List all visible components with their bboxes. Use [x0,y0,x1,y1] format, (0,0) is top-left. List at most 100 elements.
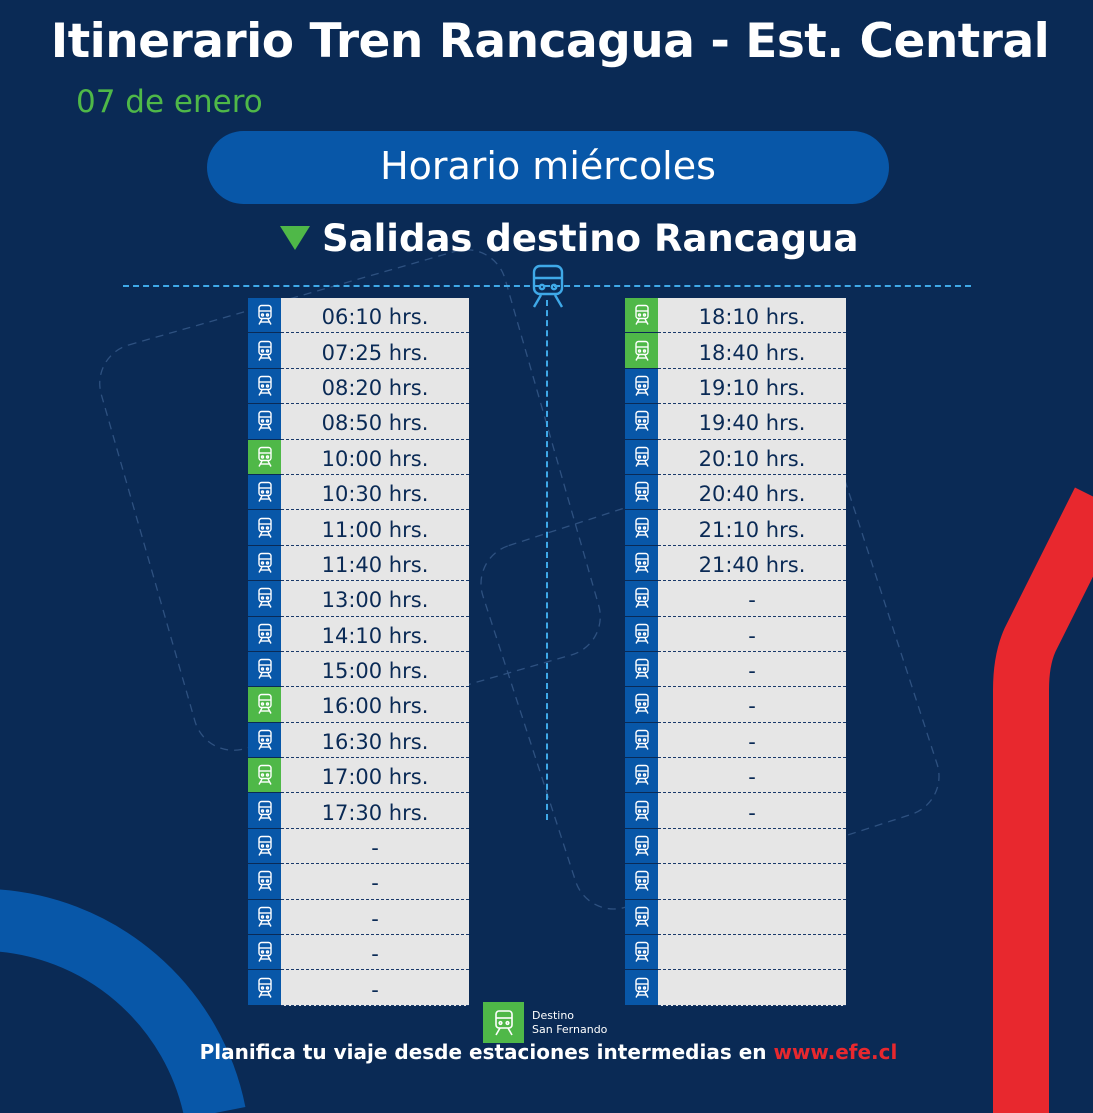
table-row: - [248,899,469,936]
table-row: - [248,828,469,865]
train-icon [625,404,658,440]
table-row: 20:40 hrs. [625,474,846,511]
departure-time: 11:00 hrs. [281,510,469,546]
table-row: 18:40 hrs. [625,333,846,369]
departure-time: 08:50 hrs. [281,404,469,440]
schedule-day-banner: Horario miércoles [207,131,889,204]
table-row: 15:00 hrs. [248,651,469,688]
train-icon [625,899,658,936]
departure-time: 17:00 hrs. [281,758,469,794]
departure-time: - [658,722,846,759]
departure-time: 20:10 hrs. [658,439,846,475]
departure-time: - [281,935,469,971]
departure-time: 15:00 hrs. [281,651,469,688]
train-icon [625,935,658,971]
train-icon [248,722,281,759]
departure-time: - [281,864,469,900]
table-row: - [625,758,846,794]
legend-line-2: San Fernando [532,1022,608,1036]
table-row: 17:00 hrs. [248,758,469,794]
departure-time: 16:30 hrs. [281,722,469,759]
train-icon [248,793,281,829]
departure-time: - [658,687,846,723]
table-row [625,970,846,1006]
table-row [625,864,846,900]
train-icon [248,616,281,652]
train-icon [248,687,281,723]
departure-time: 21:10 hrs. [658,510,846,546]
train-icon [625,581,658,617]
departure-time: 10:00 hrs. [281,439,469,475]
train-icon [625,510,658,546]
train-icon [248,899,281,936]
footer: Planifica tu viaje desde estaciones inte… [0,1040,1093,1064]
table-row: 11:40 hrs. [248,545,469,582]
train-icon [625,368,658,405]
table-row: 19:10 hrs. [625,368,846,405]
table-row: 10:00 hrs. [248,439,469,475]
departure-time: 18:10 hrs. [658,298,846,334]
departure-time: - [281,970,469,1006]
table-row [625,899,846,936]
train-icon [625,722,658,759]
train-icon [248,439,281,475]
departure-time: 10:30 hrs. [281,474,469,511]
table-row: - [248,935,469,971]
table-row: 19:40 hrs. [625,404,846,440]
train-icon [248,758,281,794]
table-row: - [625,793,846,829]
departure-time [658,935,846,971]
legend-text: Destino San Fernando [532,1009,607,1037]
footer-text: Planifica tu viaje desde estaciones inte… [199,1040,774,1064]
train-icon [483,1002,524,1043]
direction-heading: Salidas destino Rancagua [280,215,858,263]
table-row: 06:10 hrs. [248,298,469,334]
departure-time: 07:25 hrs. [281,333,469,369]
table-row: - [625,616,846,652]
table-row: 16:30 hrs. [248,722,469,759]
train-icon [248,581,281,617]
departure-time: 06:10 hrs. [281,298,469,334]
table-row [625,828,846,865]
departure-time: - [658,616,846,652]
legend-line-1: Destino [532,1008,575,1022]
departures-table-left: 06:10 hrs. 07:25 hrs. 08:20 hrs. 08:50 hrs.… [248,298,469,1006]
train-icon [248,368,281,405]
direction-label: Salidas destino Rancagua [322,217,859,260]
table-row: 17:30 hrs. [248,793,469,829]
table-row: 10:30 hrs. [248,474,469,511]
table-row: 20:10 hrs. [625,439,846,475]
train-icon [625,970,658,1006]
train-icon [248,510,281,546]
train-icon [248,828,281,865]
train-icon [625,758,658,794]
departure-time: 18:40 hrs. [658,333,846,369]
departure-time: - [658,651,846,688]
table-row: 11:00 hrs. [248,510,469,546]
departure-time: - [658,793,846,829]
train-icon [248,935,281,971]
train-icon [248,333,281,369]
table-row: - [625,687,846,723]
table-row: - [248,970,469,1006]
train-icon [248,298,281,334]
table-row: - [625,722,846,759]
departure-time: 11:40 hrs. [281,545,469,582]
table-row: 16:00 hrs. [248,687,469,723]
horizontal-dashed-line [123,285,971,287]
departure-time: 13:00 hrs. [281,581,469,617]
departure-time: 21:40 hrs. [658,545,846,582]
train-icon [625,651,658,688]
train-icon [248,864,281,900]
vertical-dashed-line [546,300,548,820]
departure-time: - [281,899,469,936]
website-link[interactable]: www.efe.cl [773,1040,898,1064]
train-icon [625,545,658,582]
train-icon [625,793,658,829]
departure-time: 08:20 hrs. [281,368,469,405]
departures-table-right: 18:10 hrs. 18:40 hrs. 19:10 hrs. 19:40 hrs.… [625,298,846,1006]
departure-time [658,899,846,936]
departure-time: - [281,828,469,865]
table-row: - [625,651,846,688]
departure-time [658,970,846,1006]
